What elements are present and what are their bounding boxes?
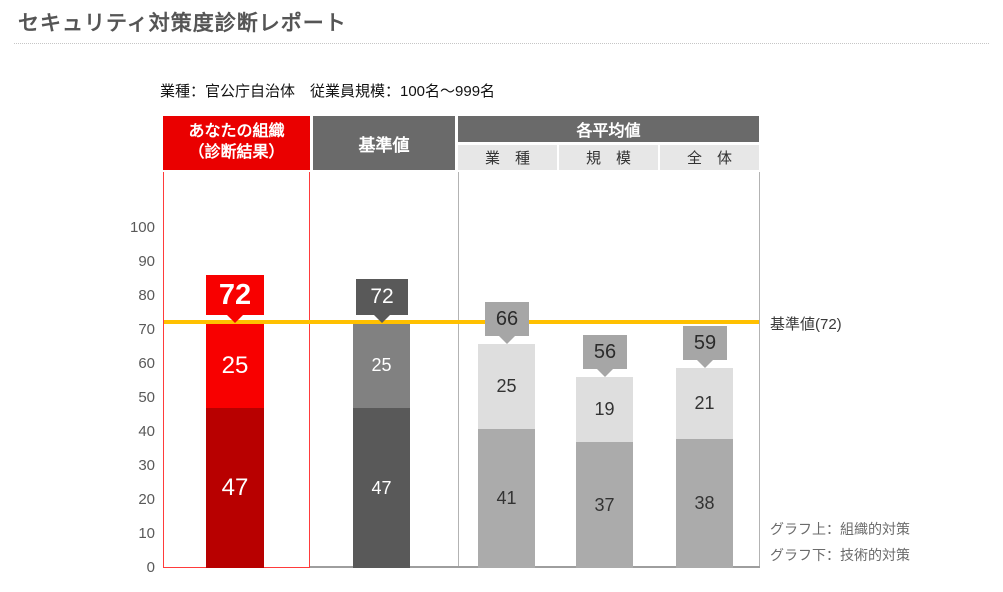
header-baseline: 基準値 <box>313 116 455 170</box>
x-axis-line <box>310 566 760 568</box>
bottom-segment-your-org: 47 <box>206 408 264 568</box>
legend-bottom-text: グラフ下：技術的対策 <box>770 547 910 563</box>
bottom-segment-value: 41 <box>496 488 517 508</box>
top-segment-value: 25 <box>371 355 392 375</box>
reference-line <box>164 320 759 324</box>
total-callout-overall-avg: 59 <box>683 326 727 360</box>
total-callout-baseline: 72 <box>356 279 408 315</box>
total-callout-size-avg: 56 <box>583 335 627 369</box>
y-axis-tick: 50 <box>138 389 155 406</box>
legend-top-text: グラフ上：組織的対策 <box>770 521 910 537</box>
bar-column-overall-avg: 21 38 <box>676 368 733 568</box>
bottom-segment-size-avg: 37 <box>576 442 633 568</box>
header-avg-size: 規 模 <box>559 145 658 170</box>
top-segment-value: 25 <box>496 376 517 396</box>
top-segment-value: 19 <box>594 399 615 419</box>
y-axis-tick: 30 <box>138 457 155 474</box>
reference-line-label: 基準値(72) <box>770 316 842 333</box>
y-axis-tick: 90 <box>138 253 155 270</box>
header-averages: 各平均値 <box>458 116 759 142</box>
bottom-segment-value: 47 <box>371 477 392 498</box>
header-avg-industry: 業 種 <box>458 145 557 170</box>
bottom-segment-baseline: 47 <box>353 408 410 568</box>
y-axis-tick: 20 <box>138 491 155 508</box>
chart-subtitle: 業種：官公庁自治体 従業員規模：100名〜999名 <box>160 83 496 100</box>
y-axis-tick: 100 <box>129 219 155 236</box>
chart-right-border <box>759 172 760 568</box>
y-axis-tick: 0 <box>146 559 155 576</box>
top-segment-industry-avg: 25 <box>478 344 535 429</box>
y-axis-tick: 60 <box>138 355 155 372</box>
bottom-segment-value: 38 <box>694 493 715 513</box>
top-segment-your-org: 25 <box>206 323 264 408</box>
title-divider <box>14 43 989 44</box>
header-your-org: あなたの組織 （診断結果） <box>163 116 310 170</box>
bottom-segment-value: 37 <box>594 494 615 515</box>
total-value: 59 <box>693 331 717 354</box>
averages-left-border <box>458 172 459 568</box>
y-axis-tick: 40 <box>138 423 155 440</box>
total-value: 56 <box>593 340 617 363</box>
y-axis-tick: 80 <box>138 287 155 304</box>
header-your-org-label: あなたの組織 （診断結果） <box>188 123 285 161</box>
header-avg-overall: 全 体 <box>660 145 759 170</box>
bar-column-your-org: 25 47 <box>206 323 264 568</box>
y-axis-tick: 10 <box>138 525 155 542</box>
total-value: 66 <box>495 307 519 330</box>
bottom-segment-industry-avg: 41 <box>478 429 535 568</box>
bottom-segment-overall-avg: 38 <box>676 439 733 568</box>
top-segment-baseline: 25 <box>353 323 410 408</box>
total-value: 72 <box>218 278 252 311</box>
total-callout-industry-avg: 66 <box>485 302 529 336</box>
total-value: 72 <box>370 285 394 308</box>
y-axis-tick: 70 <box>138 321 155 338</box>
top-segment-value: 21 <box>694 393 715 413</box>
bottom-segment-value: 47 <box>221 474 249 501</box>
top-segment-size-avg: 19 <box>576 377 633 442</box>
page-title: セキュリティ対策度診断レポート <box>18 12 347 35</box>
total-callout-your-org: 72 <box>206 275 264 315</box>
top-segment-value: 25 <box>221 351 249 379</box>
bar-column-industry-avg: 25 41 <box>478 344 535 568</box>
bar-column-size-avg: 19 37 <box>576 377 633 568</box>
top-segment-overall-avg: 21 <box>676 368 733 439</box>
bar-column-baseline: 25 47 <box>353 323 410 568</box>
